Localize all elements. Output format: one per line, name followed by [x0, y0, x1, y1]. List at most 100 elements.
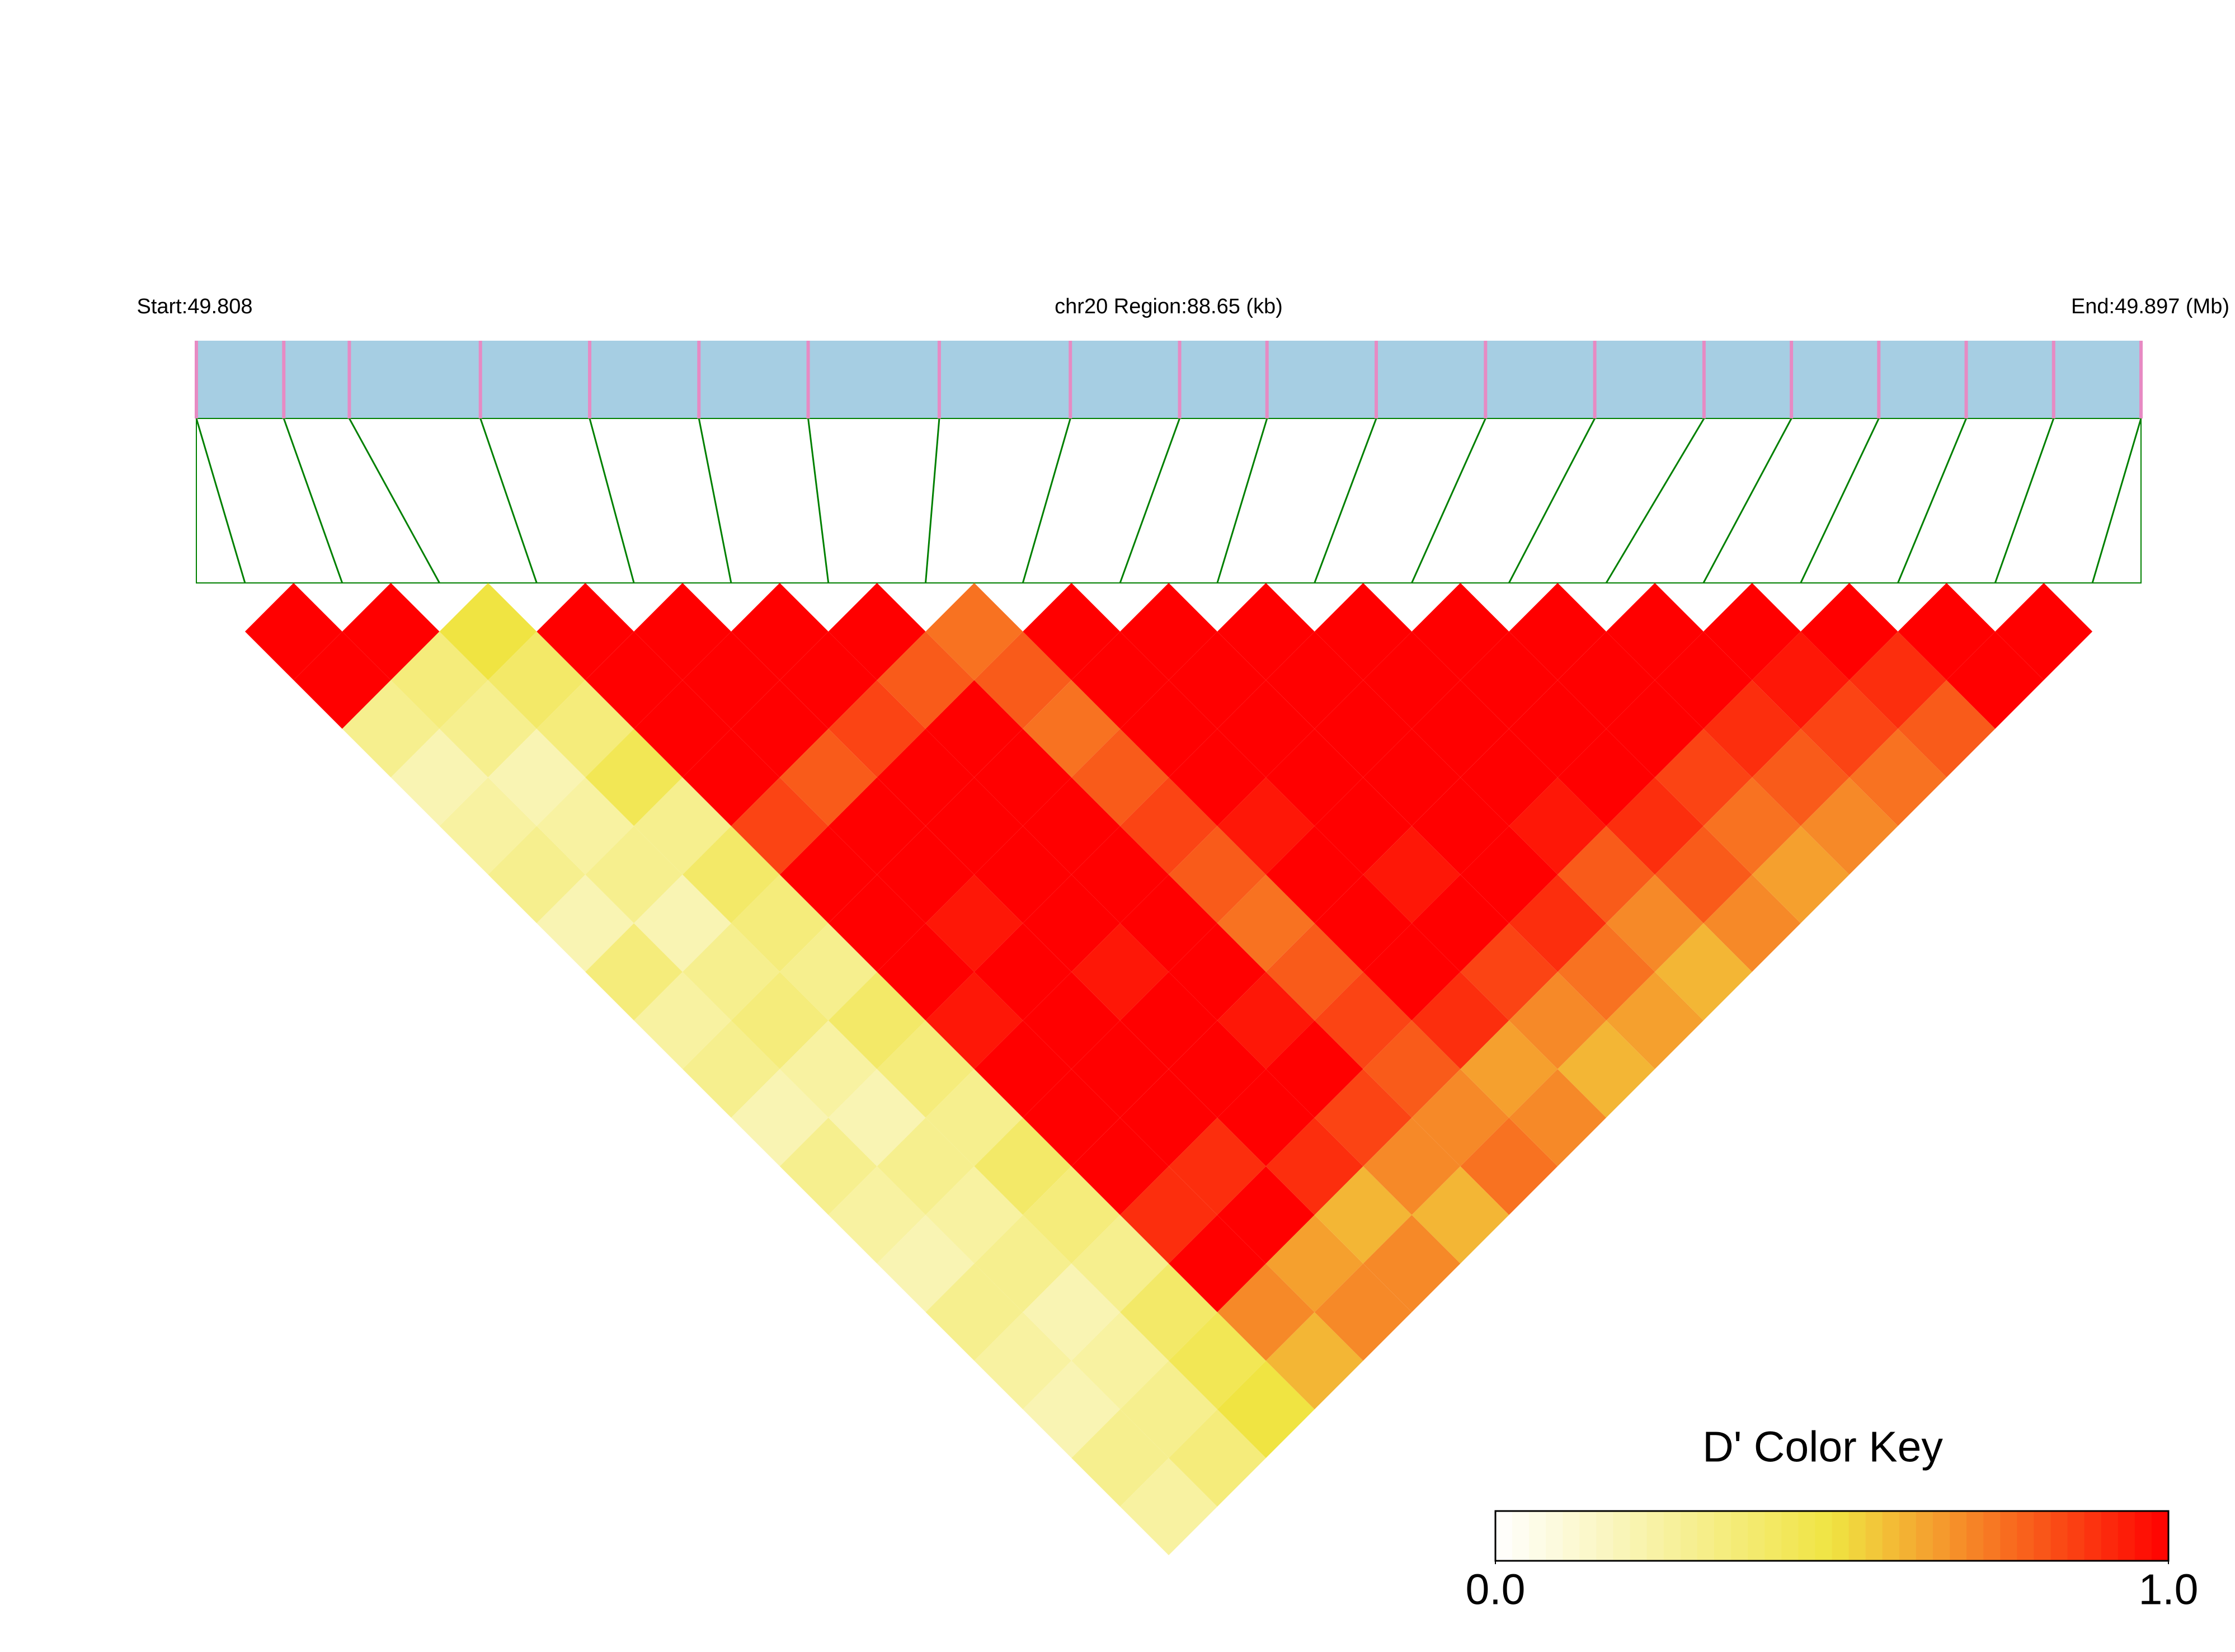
ld-cell — [488, 728, 586, 826]
ld-cell — [1314, 777, 1412, 875]
ld-cell — [1071, 1117, 1169, 1215]
ld-cell — [779, 728, 877, 826]
ld-cell — [439, 583, 537, 680]
snp-link — [1702, 418, 1792, 583]
ld-cell — [1655, 728, 1752, 826]
ld-cell — [1606, 583, 1704, 680]
snp-link — [1216, 418, 1268, 583]
key-swatch — [1781, 1511, 1799, 1561]
key-swatch — [1916, 1511, 1933, 1561]
key-swatch — [1848, 1511, 1866, 1561]
snp-link — [1119, 418, 1180, 583]
ld-cell — [390, 728, 488, 826]
ld-cell — [1655, 631, 1752, 729]
ld-cell — [731, 777, 829, 875]
snp-link — [925, 418, 940, 583]
ld-cell — [634, 777, 731, 875]
ld-cell — [1606, 972, 1704, 1069]
ld-cell — [925, 874, 1023, 972]
ld-cell — [1169, 631, 1266, 729]
ld-cell — [1655, 826, 1752, 924]
ld-cell — [1460, 1020, 1558, 1118]
ld-cell — [1169, 826, 1266, 924]
ld-cell — [1120, 777, 1217, 875]
key-swatch — [1563, 1511, 1580, 1561]
ld-cell — [1509, 874, 1607, 972]
ld-cell — [1411, 874, 1509, 972]
ld-cell — [779, 826, 877, 924]
ld-cell — [925, 1263, 1023, 1361]
ld-cell — [1509, 583, 1607, 680]
ld-cell — [1898, 583, 1996, 680]
key-swatch — [1815, 1511, 1833, 1561]
key-swatch — [1630, 1511, 1648, 1561]
ld-cell — [1703, 583, 1801, 680]
ld-cell — [342, 583, 440, 680]
ld-cell — [683, 923, 780, 1021]
key-swatch — [1798, 1511, 1816, 1561]
ld-cell — [1265, 1117, 1363, 1215]
ld-cell — [1265, 1312, 1363, 1410]
ld-cell — [974, 1020, 1072, 1118]
key-swatch — [1714, 1511, 1732, 1561]
ld-cell — [828, 1166, 926, 1264]
key-swatch — [1512, 1511, 1530, 1561]
snp-link — [1411, 418, 1486, 583]
key-swatch — [1832, 1511, 1850, 1561]
ld-cell — [1265, 923, 1363, 1021]
start-label: Start:49.808 — [137, 295, 252, 318]
key-swatch — [2084, 1511, 2102, 1561]
ld-cell — [1217, 777, 1315, 875]
ld-cell — [439, 680, 537, 778]
ld-cell — [1023, 680, 1121, 778]
key-swatch — [1865, 1511, 1883, 1561]
ld-cell — [1703, 874, 1801, 972]
snp-link — [2091, 418, 2142, 583]
snp-link — [1994, 418, 2055, 583]
ld-cell — [1314, 1069, 1412, 1166]
key-swatch — [1546, 1511, 1564, 1561]
snp-link — [1800, 418, 1880, 583]
ld-cell — [1265, 631, 1363, 729]
ld-cell — [731, 972, 829, 1069]
ld-cell — [1120, 1458, 1217, 1555]
ld-cell — [1995, 583, 2093, 680]
snp-link — [195, 418, 246, 583]
ld-cell — [1898, 680, 1996, 778]
snp-link — [807, 418, 830, 583]
ld-cell — [1071, 826, 1169, 924]
key-swatch — [2067, 1511, 2085, 1561]
key-frame — [1494, 1510, 2170, 1562]
key-swatch — [1613, 1511, 1631, 1561]
ld-cell — [537, 583, 634, 680]
ld-cell — [1217, 1361, 1315, 1458]
snp-link — [479, 418, 538, 583]
ld-cell — [1509, 972, 1607, 1069]
ld-cell — [1606, 777, 1704, 875]
key-swatch — [1966, 1511, 1984, 1561]
ld-cell — [1558, 1020, 1655, 1118]
ld-cell — [779, 631, 877, 729]
key-swatch — [1579, 1511, 1597, 1561]
ld-cell — [779, 923, 877, 1021]
ld-cell — [1023, 1166, 1121, 1264]
key-swatch — [1731, 1511, 1749, 1561]
key-swatch — [1932, 1511, 1951, 1561]
ld-cell — [1411, 777, 1509, 875]
key-swatch — [1495, 1511, 1513, 1561]
ld-cell — [1703, 777, 1801, 875]
ld-cell — [1800, 777, 1898, 875]
ld-cell — [779, 1117, 877, 1215]
snp-link — [1605, 418, 1705, 583]
ld-cell — [1411, 1069, 1509, 1166]
key-swatch — [1748, 1511, 1766, 1561]
key-swatch — [2017, 1511, 2035, 1561]
ld-cell — [1752, 631, 1850, 729]
ld-cell — [683, 728, 780, 826]
key-swatch — [2034, 1511, 2052, 1561]
key-tick-label: 1.0 — [2138, 1565, 2198, 1613]
snp-link — [1022, 418, 1071, 583]
ld-cell — [1411, 1166, 1509, 1264]
ld-cell — [974, 728, 1072, 826]
ld-cell — [1265, 826, 1363, 924]
